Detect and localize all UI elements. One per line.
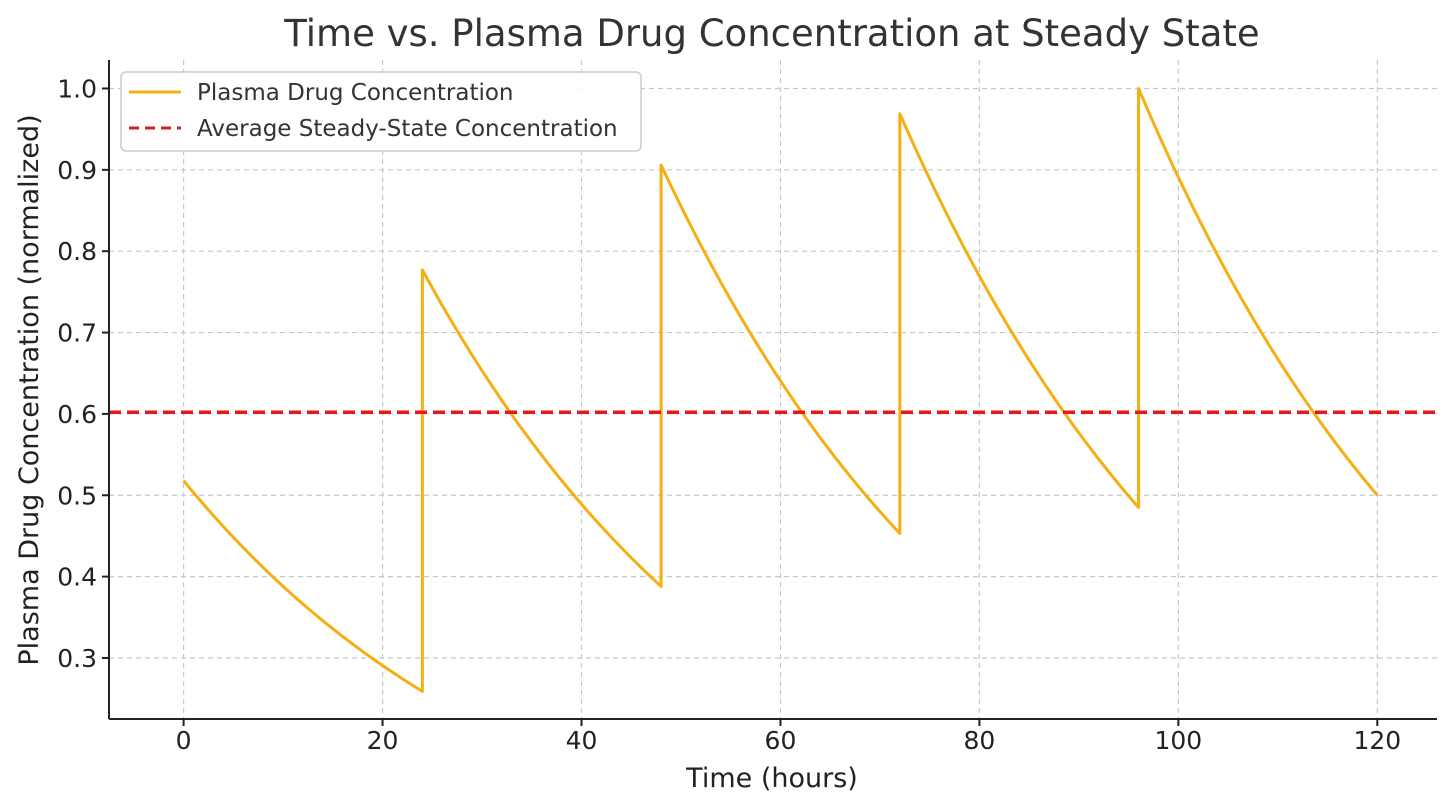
x-tick-label: 40 bbox=[566, 726, 598, 755]
legend-box bbox=[120, 71, 642, 152]
grid bbox=[109, 60, 1437, 719]
x-tick-label: 100 bbox=[1155, 726, 1203, 755]
legend: Plasma Drug Concentration Average Steady… bbox=[120, 71, 642, 152]
y-tick-label: 0.3 bbox=[57, 644, 97, 673]
y-tick-label: 0.9 bbox=[57, 156, 97, 185]
x-tick-label: 120 bbox=[1353, 726, 1401, 755]
chart-title: Time vs. Plasma Drug Concentration at St… bbox=[283, 12, 1259, 55]
plot-area bbox=[109, 86, 1437, 693]
x-axis-label: Time (hours) bbox=[685, 763, 858, 794]
x-tick-label: 0 bbox=[176, 726, 192, 755]
y-tick-label: 1.0 bbox=[57, 74, 97, 103]
x-tick-label: 80 bbox=[964, 726, 996, 755]
y-tick-label: 0.6 bbox=[57, 400, 97, 429]
series-line-plasma-concentration bbox=[182, 86, 1379, 693]
y-axis-label: Plasma Drug Concentration (normalized) bbox=[14, 114, 45, 665]
legend-label-concentration: Plasma Drug Concentration bbox=[197, 80, 514, 106]
y-tick-label: 0.4 bbox=[57, 563, 97, 592]
x-tick-label: 60 bbox=[765, 726, 797, 755]
y-tick-label: 0.5 bbox=[57, 481, 97, 510]
y-tick-label: 0.7 bbox=[57, 319, 97, 348]
x-tick-label: 20 bbox=[367, 726, 399, 755]
ticks: 0 20 40 60 80 100 120 0.3 0.4 0.5 0.6 0.7 0.8 0.9 1.0 bbox=[57, 74, 1401, 755]
y-tick-label: 0.8 bbox=[57, 237, 97, 266]
legend-label-average: Average Steady-State Concentration bbox=[197, 116, 618, 142]
